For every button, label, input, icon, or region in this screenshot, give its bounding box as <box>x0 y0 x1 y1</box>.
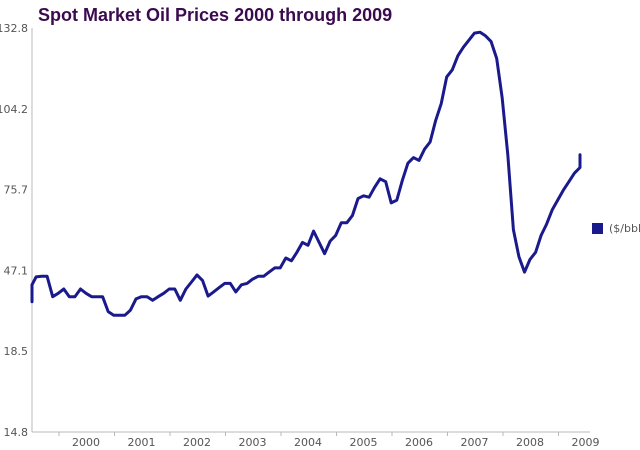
x-tick-label: 2004 <box>294 436 322 449</box>
x-tick-label: 2006 <box>405 436 433 449</box>
y-tick-label: 14.8 <box>4 426 29 439</box>
x-tick-label: 2007 <box>461 436 489 449</box>
legend-swatch <box>592 223 603 234</box>
x-tick-label: 2002 <box>183 436 211 449</box>
legend-label: ($/bbl) <box>609 222 640 235</box>
x-tick-label: 2003 <box>239 436 267 449</box>
y-tick-label: 104.2 <box>0 103 28 116</box>
axes <box>31 28 590 433</box>
series-group <box>30 30 582 317</box>
x-tick-label: 2008 <box>516 436 544 449</box>
x-tick-marks <box>58 432 559 436</box>
x-tick-label: 2009 <box>572 436 600 449</box>
x-tick-label: 2001 <box>128 436 156 449</box>
y-tick-label: 132.8 <box>0 22 28 35</box>
y-tick-label: 18.5 <box>4 345 29 358</box>
x-tick-labels: 2000 2001 2002 2003 2004 2005 2006 2007 2008 2009 <box>72 436 600 449</box>
y-tick-label: 75.7 <box>4 184 29 197</box>
y-tick-label: 47.1 <box>4 264 29 277</box>
chart-title: Spot Market Oil Prices 2000 through 2009 <box>38 5 393 25</box>
legend: ($/bbl) <box>592 222 640 235</box>
y-tick-labels: 14.8 18.5 47.1 75.7 104.2 132.8 <box>0 22 28 439</box>
series-line <box>30 30 582 317</box>
x-tick-label: 2005 <box>350 436 378 449</box>
x-tick-label: 2000 <box>72 436 100 449</box>
